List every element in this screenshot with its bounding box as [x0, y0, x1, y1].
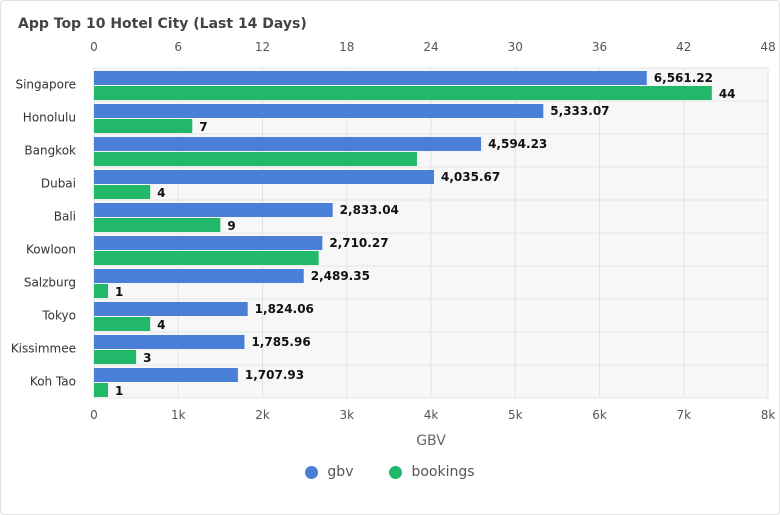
bar-bookings: [94, 86, 712, 100]
bottom-axis-tick-label: 8k: [761, 408, 776, 422]
bar-gbv: [94, 104, 544, 118]
bottom-axis-tick-label: 5k: [508, 408, 523, 422]
data-label-gbv: 4,594.23: [488, 137, 547, 151]
category-label: Dubai: [41, 177, 76, 191]
bottom-axis-tick-label: 0: [90, 408, 98, 422]
chart-title: App Top 10 Hotel City (Last 14 Days): [18, 16, 307, 32]
bar-bookings: [94, 284, 109, 298]
top-axis-tick-label: 48: [760, 40, 775, 54]
data-label-gbv: 6,561.22: [654, 71, 713, 85]
data-label-gbv: 2,489.35: [311, 269, 370, 283]
legend-swatch-gbv: [305, 465, 319, 479]
data-label-gbv: 1,824.06: [255, 302, 314, 316]
top-axis-tick-label: 12: [255, 40, 270, 54]
bottom-axis-tick-label: 7k: [676, 408, 691, 422]
bar-gbv: [94, 203, 333, 217]
bar-gbv: [94, 137, 482, 151]
bar-gbv: [94, 368, 238, 382]
bottom-axis-tick-label: 2k: [255, 408, 270, 422]
category-label: Bali: [54, 210, 76, 224]
top-axis-tick-label: 18: [339, 40, 354, 54]
bottom-axis-tick-label: 6k: [592, 408, 607, 422]
bar-bookings: [94, 185, 151, 199]
legend-label-gbv: gbv: [327, 464, 354, 480]
data-label-bookings: 4: [157, 186, 165, 200]
category-label: Kissimmee: [11, 342, 76, 356]
category-label: Singapore: [15, 78, 76, 92]
data-label-gbv: 2,710.27: [329, 236, 388, 250]
bottom-axis-tick-label: 4k: [424, 408, 439, 422]
data-label-bookings: 3: [143, 351, 151, 365]
bar-gbv: [94, 302, 248, 316]
bar-gbv: [94, 71, 647, 85]
bar-bookings: [94, 383, 109, 397]
legend-item-gbv[interactable]: gbv: [305, 464, 353, 480]
top-axis-tick-label: 0: [90, 40, 98, 54]
data-label-gbv: 4,035.67: [441, 170, 500, 184]
data-label-bookings: 1: [115, 384, 123, 398]
data-label-gbv: 1,707.93: [245, 368, 304, 382]
bar-bookings: [94, 119, 193, 133]
bar-bookings: [94, 251, 319, 265]
category-label: Koh Tao: [30, 375, 76, 389]
category-label: Kowloon: [26, 243, 76, 257]
top-axis-tick-label: 6: [174, 40, 182, 54]
bar-bookings: [94, 218, 221, 232]
legend-label-bookings: bookings: [411, 464, 475, 480]
data-label-gbv: 2,833.04: [340, 203, 399, 217]
bar-gbv: [94, 269, 304, 283]
bar-gbv: [94, 335, 245, 349]
data-label-bookings: 7: [199, 120, 207, 134]
legend-item-bookings[interactable]: bookings: [389, 464, 475, 480]
category-label: Salzburg: [24, 276, 76, 290]
category-label: Tokyo: [41, 309, 76, 323]
data-label-gbv: 5,333.07: [550, 104, 609, 118]
top-axis-tick-label: 30: [508, 40, 523, 54]
bottom-axis-tick-label: 3k: [339, 408, 354, 422]
data-label-bookings: 4: [157, 318, 165, 332]
category-label: Honolulu: [23, 111, 76, 125]
bar-gbv: [94, 170, 435, 184]
bar-bookings: [94, 317, 151, 331]
top-axis-tick-label: 24: [423, 40, 438, 54]
data-label-bookings: 44: [719, 87, 736, 101]
data-label-bookings: 9: [227, 219, 235, 233]
bar-bookings: [94, 152, 417, 166]
category-label: Bangkok: [24, 144, 76, 158]
data-label-bookings: 1: [115, 285, 123, 299]
data-label-gbv: 1,785.96: [251, 335, 310, 349]
legend: gbv bookings: [0, 464, 780, 480]
bar-gbv: [94, 236, 323, 250]
bottom-axis-tick-label: 1k: [171, 408, 186, 422]
bottom-axis-title: GBV: [416, 433, 446, 449]
bar-bookings: [94, 350, 137, 364]
top-axis-tick-label: 42: [676, 40, 691, 54]
legend-swatch-bookings: [389, 465, 403, 479]
top-axis-tick-label: 36: [592, 40, 607, 54]
